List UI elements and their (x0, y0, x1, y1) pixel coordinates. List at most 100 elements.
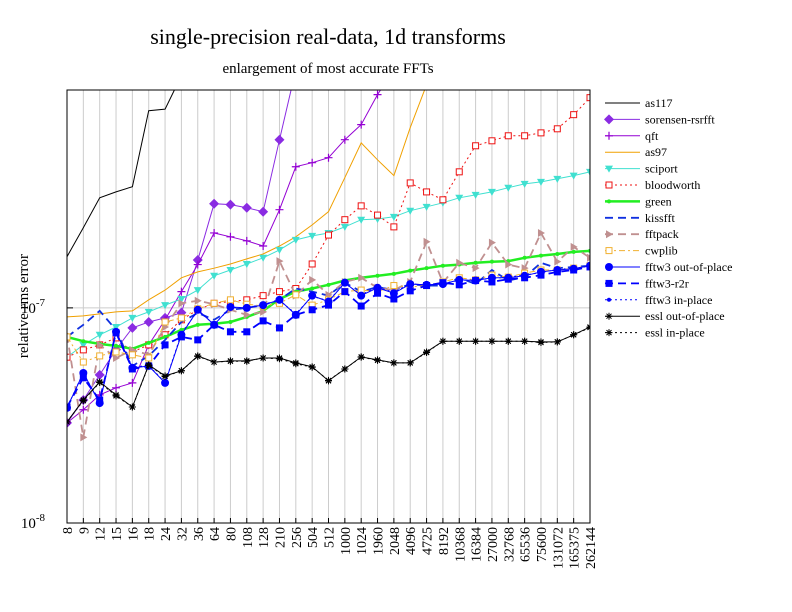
marker (341, 288, 349, 296)
marker (455, 168, 463, 176)
legend-marker (605, 131, 613, 140)
marker (457, 278, 462, 283)
marker (177, 367, 185, 375)
y-tick-exponent: -8 (36, 512, 46, 524)
x-tick-label: 16384 (470, 527, 485, 562)
marker (275, 324, 283, 332)
marker (340, 223, 349, 231)
marker (455, 337, 463, 345)
legend-label: green (645, 194, 672, 208)
x-tick-label: 12 (94, 527, 109, 541)
marker (128, 351, 136, 359)
legend-marker (605, 329, 613, 337)
marker (423, 237, 431, 246)
marker (357, 302, 365, 310)
marker (128, 378, 137, 387)
x-tick-label: 504 (306, 527, 321, 548)
marker (178, 299, 186, 308)
marker (406, 287, 414, 295)
marker (225, 199, 236, 210)
marker (293, 311, 298, 316)
marker (553, 175, 562, 183)
marker (146, 340, 151, 345)
x-tick-label: 8 (61, 527, 76, 534)
marker (472, 264, 480, 273)
marker (504, 132, 512, 140)
marker (521, 337, 529, 345)
marker (161, 372, 169, 380)
marker (209, 198, 220, 209)
marker (143, 316, 154, 327)
x-tick-label: 24 (159, 527, 174, 541)
marker (357, 353, 365, 361)
marker (275, 288, 283, 296)
legend-label: cwplib (645, 244, 678, 258)
marker (210, 228, 219, 237)
marker (261, 302, 266, 307)
marker (308, 232, 317, 240)
marker (309, 275, 317, 284)
legend: as117 sorensen-rsrfft qft as97 sciport bloodw… (604, 96, 732, 340)
marker (210, 358, 218, 366)
marker (259, 292, 267, 300)
x-tick-label: 8192 (437, 527, 452, 555)
marker (226, 232, 235, 241)
marker (195, 322, 200, 327)
marker (520, 180, 529, 188)
marker (177, 295, 186, 303)
marker (408, 281, 413, 286)
marker (423, 188, 431, 196)
marker (226, 296, 234, 304)
marker (521, 274, 529, 282)
marker (212, 322, 217, 327)
marker (177, 333, 185, 341)
marker (455, 281, 463, 289)
legend-marker (605, 312, 613, 320)
series-line (67, 265, 590, 409)
marker (571, 266, 576, 271)
legend-label: essl out-of-place (645, 309, 725, 323)
marker (113, 353, 121, 362)
marker (81, 339, 86, 344)
marker (570, 111, 578, 119)
marker (193, 287, 202, 295)
marker (391, 290, 396, 295)
marker (94, 369, 105, 380)
marker (473, 277, 478, 282)
marker (79, 358, 87, 366)
marker (275, 246, 284, 254)
marker (326, 282, 331, 287)
marker (163, 380, 168, 385)
x-tick-label: 165375 (568, 527, 583, 569)
legend-label: as117 (645, 96, 673, 110)
marker (390, 359, 398, 367)
x-tick-label: 32768 (502, 527, 517, 562)
marker (161, 302, 170, 310)
marker (226, 328, 234, 336)
marker (112, 392, 120, 400)
legend-label: qft (645, 129, 659, 143)
marker (195, 308, 200, 313)
marker (440, 263, 445, 268)
marker (537, 339, 545, 347)
marker (571, 249, 576, 254)
marker (67, 353, 71, 361)
marker (342, 281, 347, 286)
x-tick-label: 10368 (453, 527, 468, 562)
legend-marker (605, 279, 613, 287)
marker (145, 361, 153, 369)
marker (408, 268, 413, 273)
marker (260, 307, 268, 316)
series-line (67, 90, 426, 318)
marker (210, 272, 219, 280)
marker (423, 349, 431, 357)
x-tick-label: 32 (175, 527, 190, 541)
x-tick-label: 36 (192, 527, 207, 541)
marker (374, 289, 382, 297)
legend-label: fftw3 out-of-place (645, 260, 732, 274)
x-tick-label: 75600 (535, 527, 550, 562)
marker (79, 374, 87, 382)
marker (472, 337, 480, 345)
marker (326, 298, 331, 303)
